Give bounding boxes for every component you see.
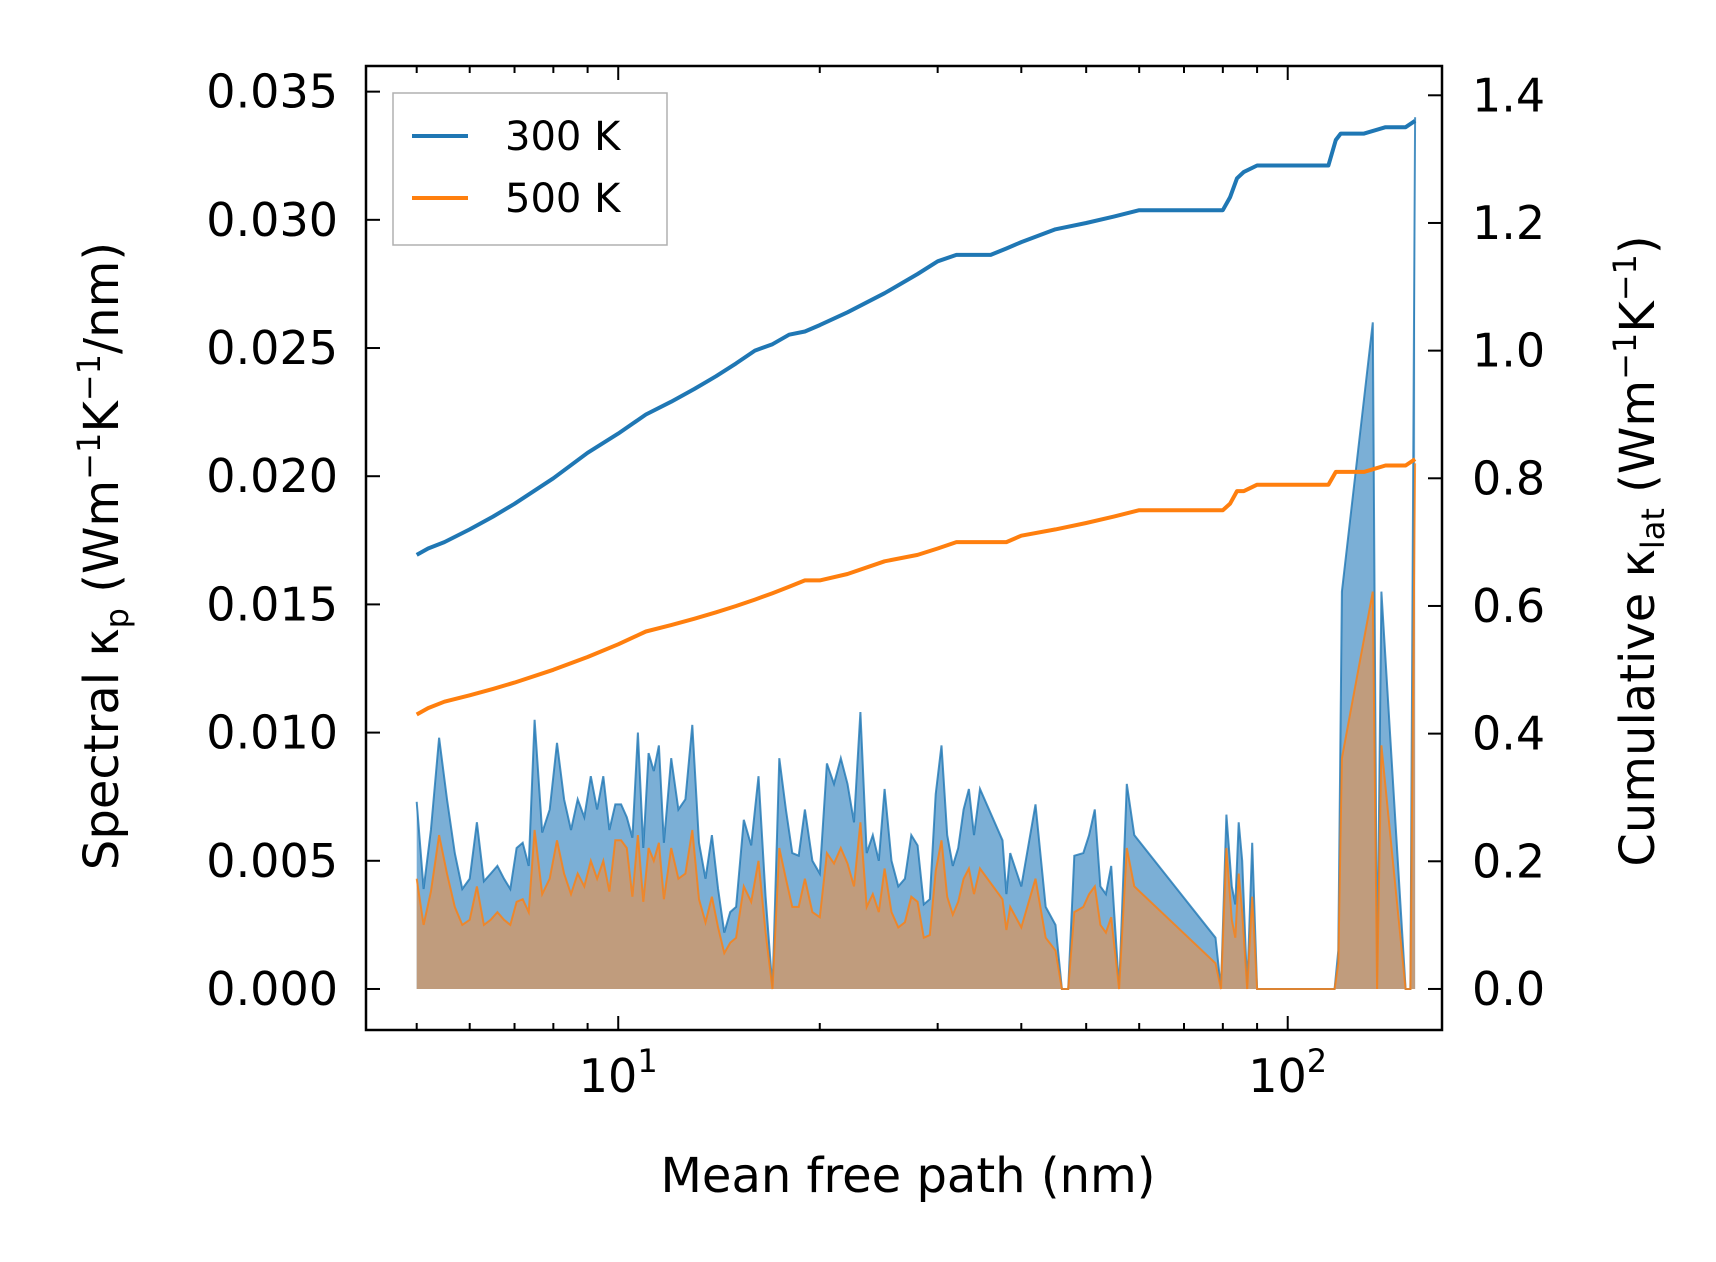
- y-tick-label-left: 0.035: [206, 65, 338, 119]
- legend: 300 K 500 K: [392, 92, 668, 246]
- y-tick-label-left: 0.005: [206, 834, 338, 888]
- y-tick-label-right: 0.2: [1472, 834, 1545, 888]
- cumulative-line-500k: [415, 457, 1417, 717]
- plot-frame: [364, 64, 1444, 1032]
- spectral-line-300k: [415, 117, 1417, 990]
- y-tick-label-right: 0.0: [1472, 962, 1545, 1016]
- y-tick-label-right: 1.2: [1472, 196, 1545, 250]
- tick-labels: 101 1020.0000.0050.0100.0150.0200.0250.03…: [206, 65, 1545, 1103]
- y-tick-label-left: 0.030: [206, 193, 338, 247]
- y-tick-label-right: 0.8: [1472, 451, 1545, 505]
- y-axis-label-right: Cumulative κlat (Wm−1K−1): [1606, 235, 1672, 866]
- y-tick-label-right: 1.0: [1472, 324, 1545, 378]
- legend-label-300k: 300 K: [505, 114, 622, 160]
- y-tick-label-left: 0.000: [206, 962, 338, 1016]
- legend-box: [392, 92, 668, 246]
- y-tick-label-right: 0.6: [1472, 579, 1545, 633]
- y-tick-label-left: 0.010: [206, 706, 338, 760]
- cumulative-line-300k: [415, 119, 1417, 557]
- legend-label-500k: 500 K: [505, 176, 622, 222]
- y-tick-label-right: 0.4: [1472, 707, 1545, 761]
- y-tick-label-right: 1.4: [1472, 68, 1545, 122]
- y-tick-label-left: 0.015: [206, 577, 338, 631]
- y-tick-label-left: 0.020: [206, 449, 338, 503]
- y-axis-label-left: Spectral κp (Wm−1K−1/nm): [70, 242, 136, 870]
- x-tick-label: 101: [579, 1042, 658, 1103]
- data-lines: [415, 119, 1417, 717]
- spectral-fill-500k: [416, 463, 1416, 989]
- x-tick-label: 102: [1248, 1042, 1327, 1103]
- spectral-line-500k: [415, 463, 1417, 990]
- x-axis-label: Mean free path (nm): [661, 1148, 1156, 1204]
- spectral-fills: [415, 117, 1417, 990]
- y-tick-label-left: 0.025: [206, 321, 338, 375]
